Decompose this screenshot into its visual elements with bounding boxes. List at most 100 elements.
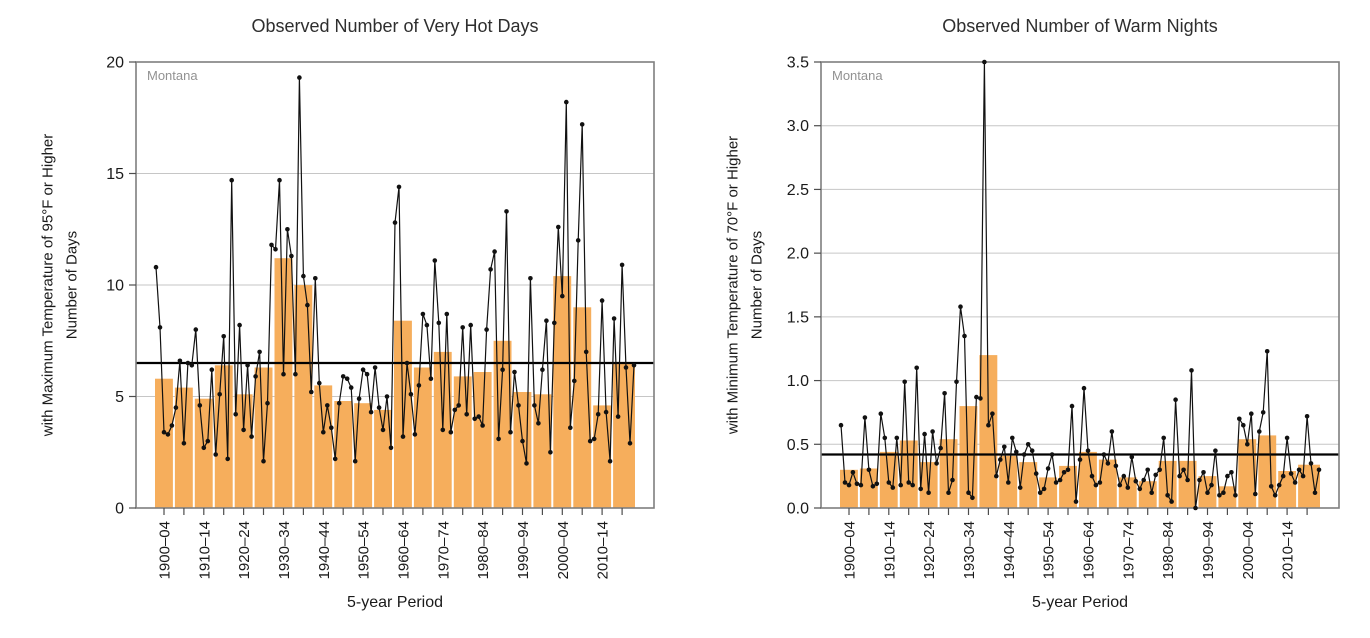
bar	[1118, 477, 1137, 508]
annual-point	[456, 403, 462, 408]
annual-point	[1117, 482, 1123, 488]
annual-point	[1105, 461, 1111, 466]
bar	[1218, 486, 1237, 508]
annual-point	[1157, 467, 1162, 473]
annual-point	[472, 416, 478, 422]
annual-point	[229, 177, 234, 183]
annual-point	[508, 429, 513, 435]
annual-point	[882, 435, 888, 441]
x-tick-label: 1960–64	[1081, 521, 1098, 579]
annual-point	[277, 177, 282, 183]
bar	[979, 355, 998, 508]
annual-point	[1045, 466, 1051, 471]
x-tick-label: 2000–04	[1240, 521, 1257, 579]
annual-point	[946, 490, 951, 496]
y-tick-label: 0.5	[787, 437, 809, 454]
annual-point	[1257, 429, 1262, 434]
bar	[254, 367, 273, 508]
annual-point	[1193, 505, 1198, 511]
bar	[294, 285, 313, 508]
annual-point	[1165, 493, 1170, 498]
annual-point	[1288, 471, 1294, 476]
annual-point	[615, 414, 621, 419]
annual-point	[854, 481, 860, 487]
bar	[473, 372, 492, 508]
annual-point	[886, 480, 892, 485]
annual-point	[384, 394, 390, 399]
annual-point	[962, 333, 967, 339]
annual-point	[858, 482, 864, 488]
annual-point	[1141, 477, 1146, 483]
annual-point	[265, 400, 270, 406]
y-tick-label: 5	[115, 389, 124, 406]
annual-point	[1014, 449, 1019, 455]
annual-point	[408, 392, 414, 397]
annual-point	[205, 438, 211, 444]
annual-point	[221, 334, 226, 339]
annual-point	[1069, 403, 1075, 409]
annual-point	[1061, 470, 1067, 475]
annual-point	[1097, 480, 1103, 485]
x-tick-label: 2010–14	[1280, 521, 1297, 579]
annual-point	[352, 458, 358, 464]
annual-point	[269, 242, 274, 248]
y-tick-label: 1.5	[787, 309, 809, 326]
x-tick-label: 1990–94	[515, 521, 532, 579]
annual-point	[476, 414, 482, 419]
annual-point	[484, 327, 489, 332]
y-tick-label: 0.0	[787, 501, 809, 518]
very-hot-days-chart-canvas: 0 5 10 15 20 1900–04 1910–14 1920–24 1930–34 1940…	[106, 55, 655, 579]
annual-point	[866, 467, 872, 473]
annual-point	[289, 253, 294, 259]
annual-point	[440, 427, 446, 433]
annual-point	[1041, 486, 1047, 492]
annual-point	[1253, 491, 1258, 497]
annual-point	[305, 302, 310, 308]
annual-points	[838, 59, 1322, 511]
y-tick-label: 0	[115, 501, 124, 518]
annual-point	[169, 423, 175, 428]
annual-point	[1173, 397, 1178, 403]
annual-point	[910, 482, 915, 488]
annual-point	[273, 247, 278, 252]
bar	[1059, 465, 1077, 508]
annual-point	[253, 374, 258, 379]
annual-point	[189, 363, 195, 368]
annual-point	[1304, 414, 1310, 419]
annual-point	[599, 298, 605, 303]
annual-point	[368, 409, 374, 415]
annual-point	[372, 365, 378, 370]
bar	[1079, 451, 1097, 508]
x-tick-label: 1910–14	[196, 521, 213, 579]
annual-point	[544, 318, 549, 324]
annual-point	[894, 435, 900, 441]
annual-point	[1101, 452, 1107, 457]
annual-point	[994, 473, 999, 479]
annual-point	[974, 394, 979, 400]
annual-point	[340, 374, 346, 379]
y-tick-label: 3.5	[787, 55, 809, 72]
annual-point	[1249, 411, 1254, 417]
annual-point	[388, 445, 394, 451]
annual-point	[293, 371, 298, 377]
annual-point	[1280, 473, 1286, 479]
annual-point	[329, 425, 334, 431]
annual-point	[1006, 480, 1011, 485]
y-axis-title-line2: with Maximum Temperature of 95°F or High…	[39, 133, 57, 437]
x-tick-label: 1970–74	[435, 521, 452, 579]
annual-point	[568, 425, 573, 431]
annual-point	[157, 325, 163, 330]
annual-point	[564, 99, 569, 105]
chart-panel-very-hot-days: 0 5 10 15 20 1900–04 1910–14 1920–24 1930–34 1940…	[39, 16, 655, 611]
annual-point	[1081, 385, 1087, 391]
annual-point	[970, 495, 975, 501]
bar	[174, 387, 193, 508]
region-label: Montana	[832, 68, 883, 83]
annual-point	[1209, 482, 1214, 488]
x-tick-label: 1950–54	[356, 521, 373, 579]
x-tick-label: 1980–84	[475, 521, 492, 579]
bar	[413, 367, 432, 508]
annual-point	[607, 458, 613, 464]
annual-point	[603, 409, 609, 415]
x-tick-label: 1970–74	[1120, 521, 1137, 579]
